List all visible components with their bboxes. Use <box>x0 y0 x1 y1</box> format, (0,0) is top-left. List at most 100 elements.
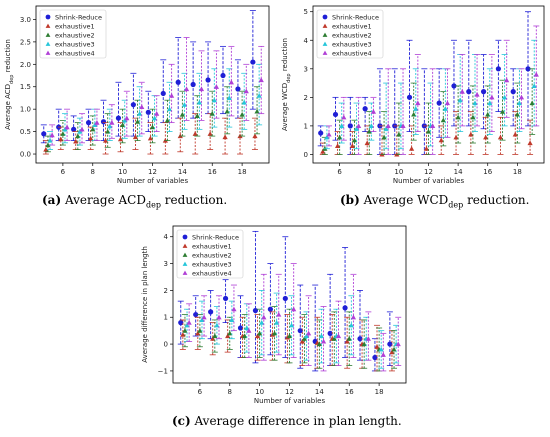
chart-c-point <box>320 338 327 344</box>
chart-c-legend-box <box>176 229 244 279</box>
chart-b-series-exhaustive1 <box>319 111 534 157</box>
chart-a-xtick-label: 10 <box>118 168 127 176</box>
chart-b-point <box>324 134 330 140</box>
chart-c-point <box>242 333 248 339</box>
chart-a-point <box>243 88 249 94</box>
chart-b-point <box>364 140 370 146</box>
chart-b-series-exhaustive4 <box>325 25 540 155</box>
chart-c-point <box>261 314 267 320</box>
chart-a-point <box>137 111 143 116</box>
chart-a-point <box>145 109 151 115</box>
chart-b-point <box>444 100 451 106</box>
chart-c-point <box>361 341 367 347</box>
chart-c-point <box>350 314 357 320</box>
chart-b-point <box>413 106 419 111</box>
chart-b-ylabel-sub: dep <box>286 73 292 82</box>
chart-panel-b: 0 1 2 3 4 5 6 8 10 12 14 16 18 Number of variables Ave… <box>277 0 550 185</box>
chart-b-point <box>468 131 474 137</box>
chart-b-point <box>362 106 368 112</box>
chart-a-point <box>132 134 139 140</box>
chart-c-point <box>327 330 333 336</box>
chart-a-point <box>220 72 226 79</box>
chart-a-point <box>179 111 185 117</box>
chart-a-ytick-label: 1.0 <box>20 106 31 114</box>
chart-c-point <box>344 338 350 344</box>
chart-a-point <box>107 123 113 129</box>
chart-b-xtick-label: 10 <box>394 168 403 176</box>
chart-a-xtick-label: 8 <box>91 168 95 176</box>
chart-c-series-exhaustive1 <box>179 311 395 372</box>
chart-c-point <box>269 332 276 337</box>
chart-b-point <box>442 106 448 111</box>
chart-a-legend: Shrink-Reduceexhaustive1exhaustive2exhau… <box>39 9 107 59</box>
chart-b-point <box>531 83 537 89</box>
chart-b-ytick-label: 2 <box>304 94 308 102</box>
chart-b-series-exhaustive3 <box>323 39 538 150</box>
chart-c-legend-label: exhaustive2 <box>192 251 232 259</box>
chart-a-point <box>256 93 262 98</box>
chart-a-ylabel-sub: dep <box>9 75 15 84</box>
chart-b-ytick-label: 4 <box>304 37 309 45</box>
chart-c-series-exhaustive3 <box>184 290 400 369</box>
chart-c-point <box>374 344 380 349</box>
chart-c-legend-marker <box>182 243 188 248</box>
chart-b-point <box>455 114 461 120</box>
chart-c-point <box>365 336 371 341</box>
chart-c-legend-marker <box>182 252 188 257</box>
chart-c-ytick-label: 3 <box>164 260 168 268</box>
chart-c-point <box>318 333 325 339</box>
chart-c-legend: Shrink-Reduceexhaustive1exhaustive2exhau… <box>176 229 244 279</box>
chart-c-point <box>199 317 205 323</box>
chart-a-ytick-label: 0.0 <box>20 151 31 159</box>
chart-b-xlabel: Number of variables <box>393 177 465 185</box>
chart-a-point <box>79 126 85 132</box>
chart-c-ytick-label: −1 <box>158 367 168 375</box>
chart-c-point <box>299 338 305 344</box>
chart-b-point <box>453 134 459 140</box>
caption-b-text-after: reduction. <box>463 193 530 207</box>
chart-b-point <box>385 123 391 128</box>
chart-panel-c: −1 0 1 2 3 4 6 8 10 12 14 16 18 Number of variables Av… <box>137 220 412 405</box>
chart-b-point <box>487 100 493 106</box>
chart-c-point <box>208 309 214 315</box>
chart-a-legend-marker <box>45 41 51 46</box>
chart-b-legend-box <box>316 9 384 59</box>
chart-b-point <box>499 109 506 114</box>
chart-b-point <box>368 123 374 128</box>
caption-a-label: (a) <box>42 193 62 207</box>
chart-c-point <box>301 336 308 341</box>
chart-c-point <box>389 349 395 355</box>
chart-c-point <box>231 306 237 312</box>
chart-b-point <box>406 94 413 100</box>
chart-a-point <box>100 119 107 125</box>
chart-b-point <box>347 123 353 129</box>
chart-b-legend-label: exhaustive2 <box>332 31 372 39</box>
chart-c-point <box>291 306 297 312</box>
chart-a-legend-marker <box>45 23 51 28</box>
chart-c-point <box>271 330 278 336</box>
chart-b-point <box>436 100 442 106</box>
caption-b-sub: dep <box>448 200 464 210</box>
chart-a-xtick-label: 16 <box>208 168 217 176</box>
chart-a-point <box>45 142 51 148</box>
chart-c-point <box>210 336 216 341</box>
chart-c-point <box>357 336 363 342</box>
chart-c-point <box>193 311 199 318</box>
chart-c-point <box>387 341 393 347</box>
chart-a-point <box>239 111 245 117</box>
chart-c-ytick-label: 4 <box>164 233 169 241</box>
chart-c-point <box>372 354 378 361</box>
chart-a-point <box>250 59 256 65</box>
chart-a-point <box>109 120 115 125</box>
chart-a-point <box>49 132 55 138</box>
chart-b-point <box>451 83 457 89</box>
chart-a-legend-label: exhaustive2 <box>55 31 95 39</box>
chart-a-point <box>190 81 196 88</box>
chart-a-point <box>252 133 258 139</box>
chart-c-point <box>252 307 259 314</box>
chart-b-point <box>415 100 421 106</box>
chart-a-legend-marker <box>45 32 51 37</box>
chart-c-point <box>284 334 291 340</box>
